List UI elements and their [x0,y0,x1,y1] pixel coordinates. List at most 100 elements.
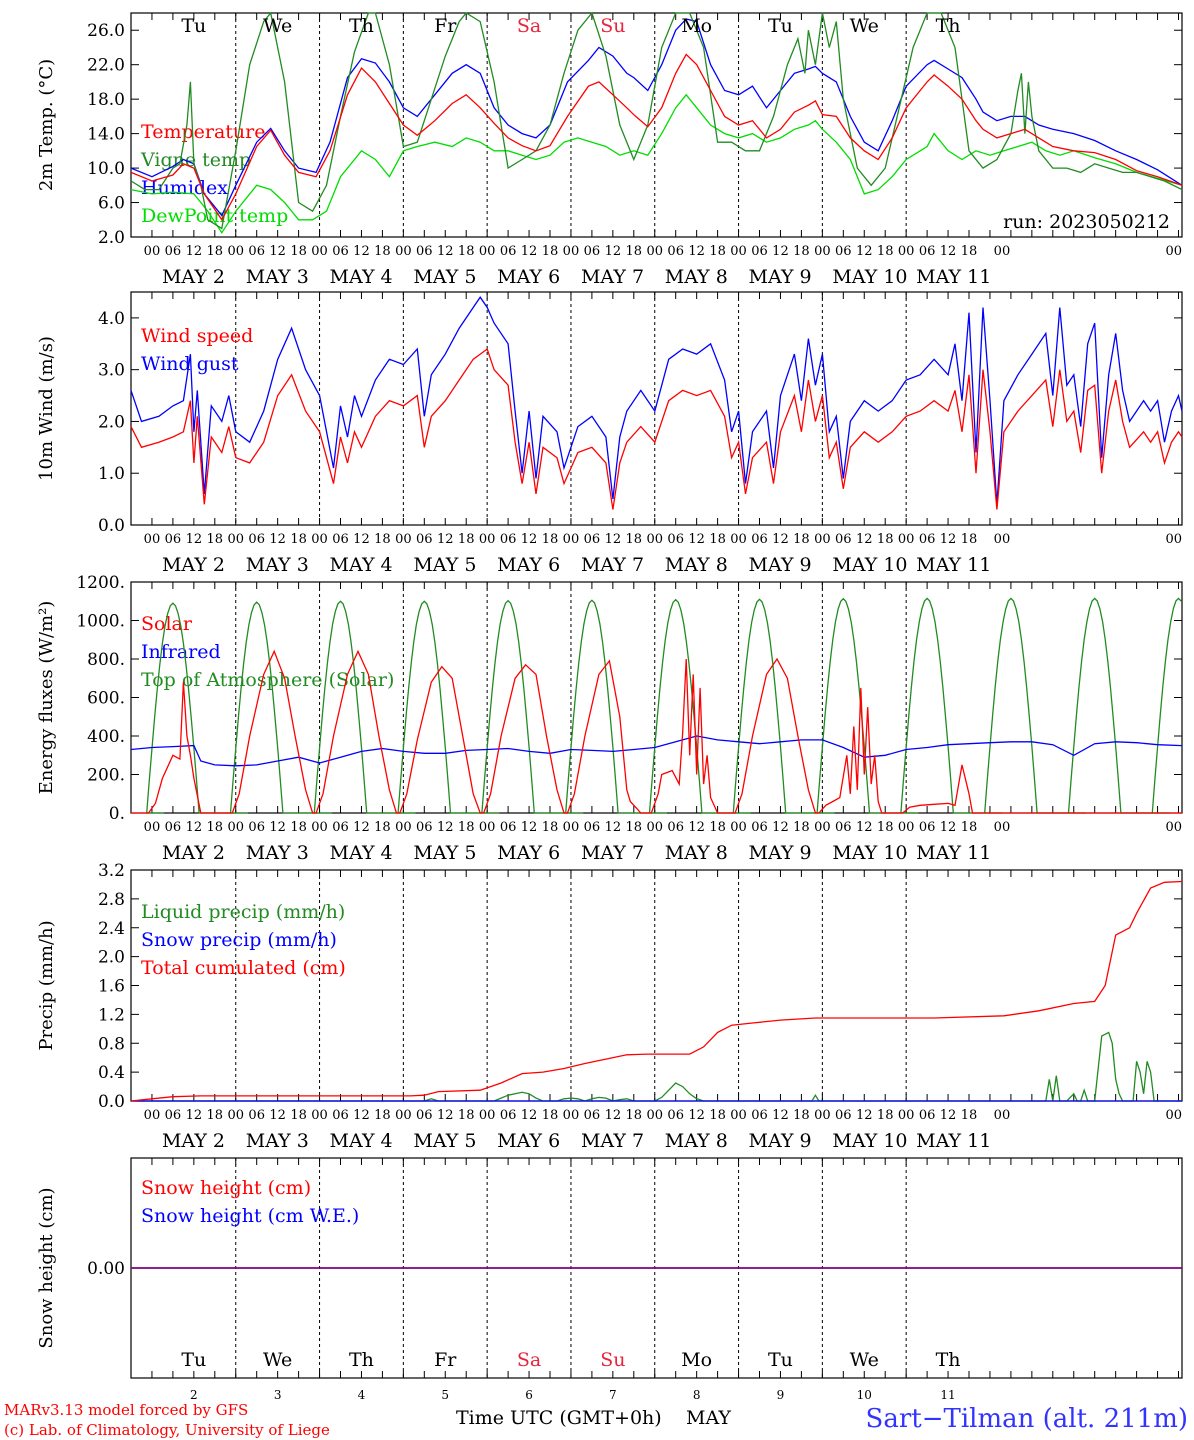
wind-day-label: MAY 8 [665,554,728,576]
precip-hour-tick-label: 00 [994,1108,1011,1123]
wind-hour-tick-label: 12 [353,532,370,547]
temperature-y-tick-label: 26.0 [87,21,125,41]
wind-hour-tick-label: 12 [688,532,705,547]
temperature-hour-tick-label: 00 [563,244,580,259]
energy-day-label: MAY 6 [497,842,560,864]
wind-hour-tick-label: 00 [814,532,831,547]
temperature-hour-tick-label: 00 [898,244,915,259]
energy-y-tick-label: 0. [109,804,125,824]
precip-hour-tick-label: 12 [605,1108,622,1123]
snow-y-axis-label: Snow height (cm) [36,1187,57,1348]
temperature-day-label: MAY 4 [330,266,393,288]
wind-hour-tick-label: 06 [248,532,265,547]
wind-hour-tick-label: 12 [521,532,538,547]
weekday-label-bottom: We [850,1349,879,1371]
wind-hour-tick-label: 12 [772,532,789,547]
precip-y-tick-label: 0.4 [98,1063,125,1083]
precip-day-label: MAY 4 [330,1130,393,1152]
temperature-day-label: MAY 2 [162,266,225,288]
precip-hour-tick-label: 18 [542,1108,559,1123]
temperature-day-label: MAY 7 [581,266,644,288]
energy-day-label: MAY 2 [162,842,225,864]
precip-total-line [130,880,1183,1102]
precip-hour-tick-label: 00 [898,1108,915,1123]
precip-hour-tick-label: 12 [521,1108,538,1123]
temperature-y-axis-label: 2m Temp. (°C) [36,59,57,191]
wind-y-tick-label: 2.0 [98,412,125,432]
precip-hour-tick-label: 00 [144,1108,161,1123]
wind-day-label: MAY 5 [413,554,476,576]
energy-hour-tick-label: 12 [772,820,789,835]
weekday-label-bottom: Fr [434,1349,457,1371]
precip-legend-entry: Snow precip (mm/h) [141,929,337,951]
temperature-hour-tick-label: 00 [814,244,831,259]
energy-day-label: MAY 9 [749,842,812,864]
temperature-hour-tick-label: 00 [311,244,328,259]
weekday-label-top: Tu [181,15,206,37]
energy-hour-tick-label: 18 [961,820,978,835]
temperature-hour-tick-label: 06 [667,244,684,259]
wind-hour-tick-label: 12 [269,532,286,547]
wind-y-tick-label: 1.0 [98,464,125,484]
precip-hour-tick-label: 12 [688,1108,705,1123]
snow-legend-entry: Snow height (cm) [141,1177,311,1199]
energy-hour-tick-label: 18 [877,820,894,835]
temperature-y-tick-label: 10.0 [87,159,125,179]
weekday-label-bottom: Th [349,1349,374,1371]
wind-y-tick-label: 0.0 [98,516,125,536]
precip-hour-tick-label: 12 [353,1108,370,1123]
wind-hour-tick-label: 00 [898,532,915,547]
precip-legend-entry: Liquid precip (mm/h) [141,901,345,923]
precip-y-tick-label: 2.0 [98,948,125,968]
wind-day-label: MAY 10 [832,554,907,576]
day-number-label: 3 [274,1388,282,1402]
temperature-hour-tick-label: 12 [856,244,873,259]
wind-day-label: MAY 2 [162,554,225,576]
weekday-label-top: Mo [681,15,712,37]
wind-wind-speed-line [130,347,1183,510]
wind-hour-tick-label: 18 [207,532,224,547]
wind-hour-tick-label: 06 [416,532,433,547]
precip-hour-tick-label: 12 [940,1108,957,1123]
weekday-label-top: We [263,15,292,37]
energy-hour-tick-label: 00 [144,820,161,835]
temperature-hour-tick-label: 12 [353,244,370,259]
temperature-hour-tick-label: 18 [207,244,224,259]
precip-day-label: MAY 7 [581,1130,644,1152]
temperature-hour-tick-label: 00 [730,244,747,259]
wind-hour-tick-label: 12 [856,532,873,547]
energy-hour-tick-label: 06 [919,820,936,835]
temperature-day-label: MAY 8 [665,266,728,288]
weekday-label-bottom: Su [600,1349,625,1371]
precip-day-label: MAY 10 [832,1130,907,1152]
energy-solar-line [131,649,1182,814]
weekday-label-top: Th [349,15,374,37]
energy-hour-tick-label: 00 [311,820,328,835]
wind-hour-tick-label: 18 [374,532,391,547]
wind-hour-tick-label: 06 [500,532,517,547]
wind-hour-tick-label: 12 [437,532,454,547]
precip-hour-tick-label: 06 [751,1108,768,1123]
energy-hour-tick-label: 00 [479,820,496,835]
temperature-day-label: MAY 5 [413,266,476,288]
wind-hour-tick-label: 18 [458,532,475,547]
precip-hour-tick-label: 18 [793,1108,810,1123]
wind-y-tick-label: 3.0 [98,361,125,381]
wind-hour-tick-label: 00 [730,532,747,547]
energy-hour-tick-label: 00 [994,820,1011,835]
precip-hour-tick-label: 12 [437,1108,454,1123]
station-label: Sart−Tilman (alt. 211m) [866,1404,1188,1434]
run-label: run: 2023050212 [1003,211,1170,233]
temperature-hour-tick-label: 18 [374,244,391,259]
temperature-hour-tick-label: 00 [395,244,412,259]
temperature-vigne-temp-line [130,11,1183,230]
temperature-day-label: MAY 6 [497,266,560,288]
energy-hour-tick-label: 00 [1165,820,1182,835]
temperature-hour-tick-label: 18 [961,244,978,259]
energy-hour-tick-label: 12 [186,820,203,835]
temperature-legend-entry: Temperature [141,121,265,143]
energy-hour-tick-label: 12 [605,820,622,835]
energy-hour-tick-label: 18 [458,820,475,835]
temperature-dewpoint-temp-line [130,93,1183,234]
